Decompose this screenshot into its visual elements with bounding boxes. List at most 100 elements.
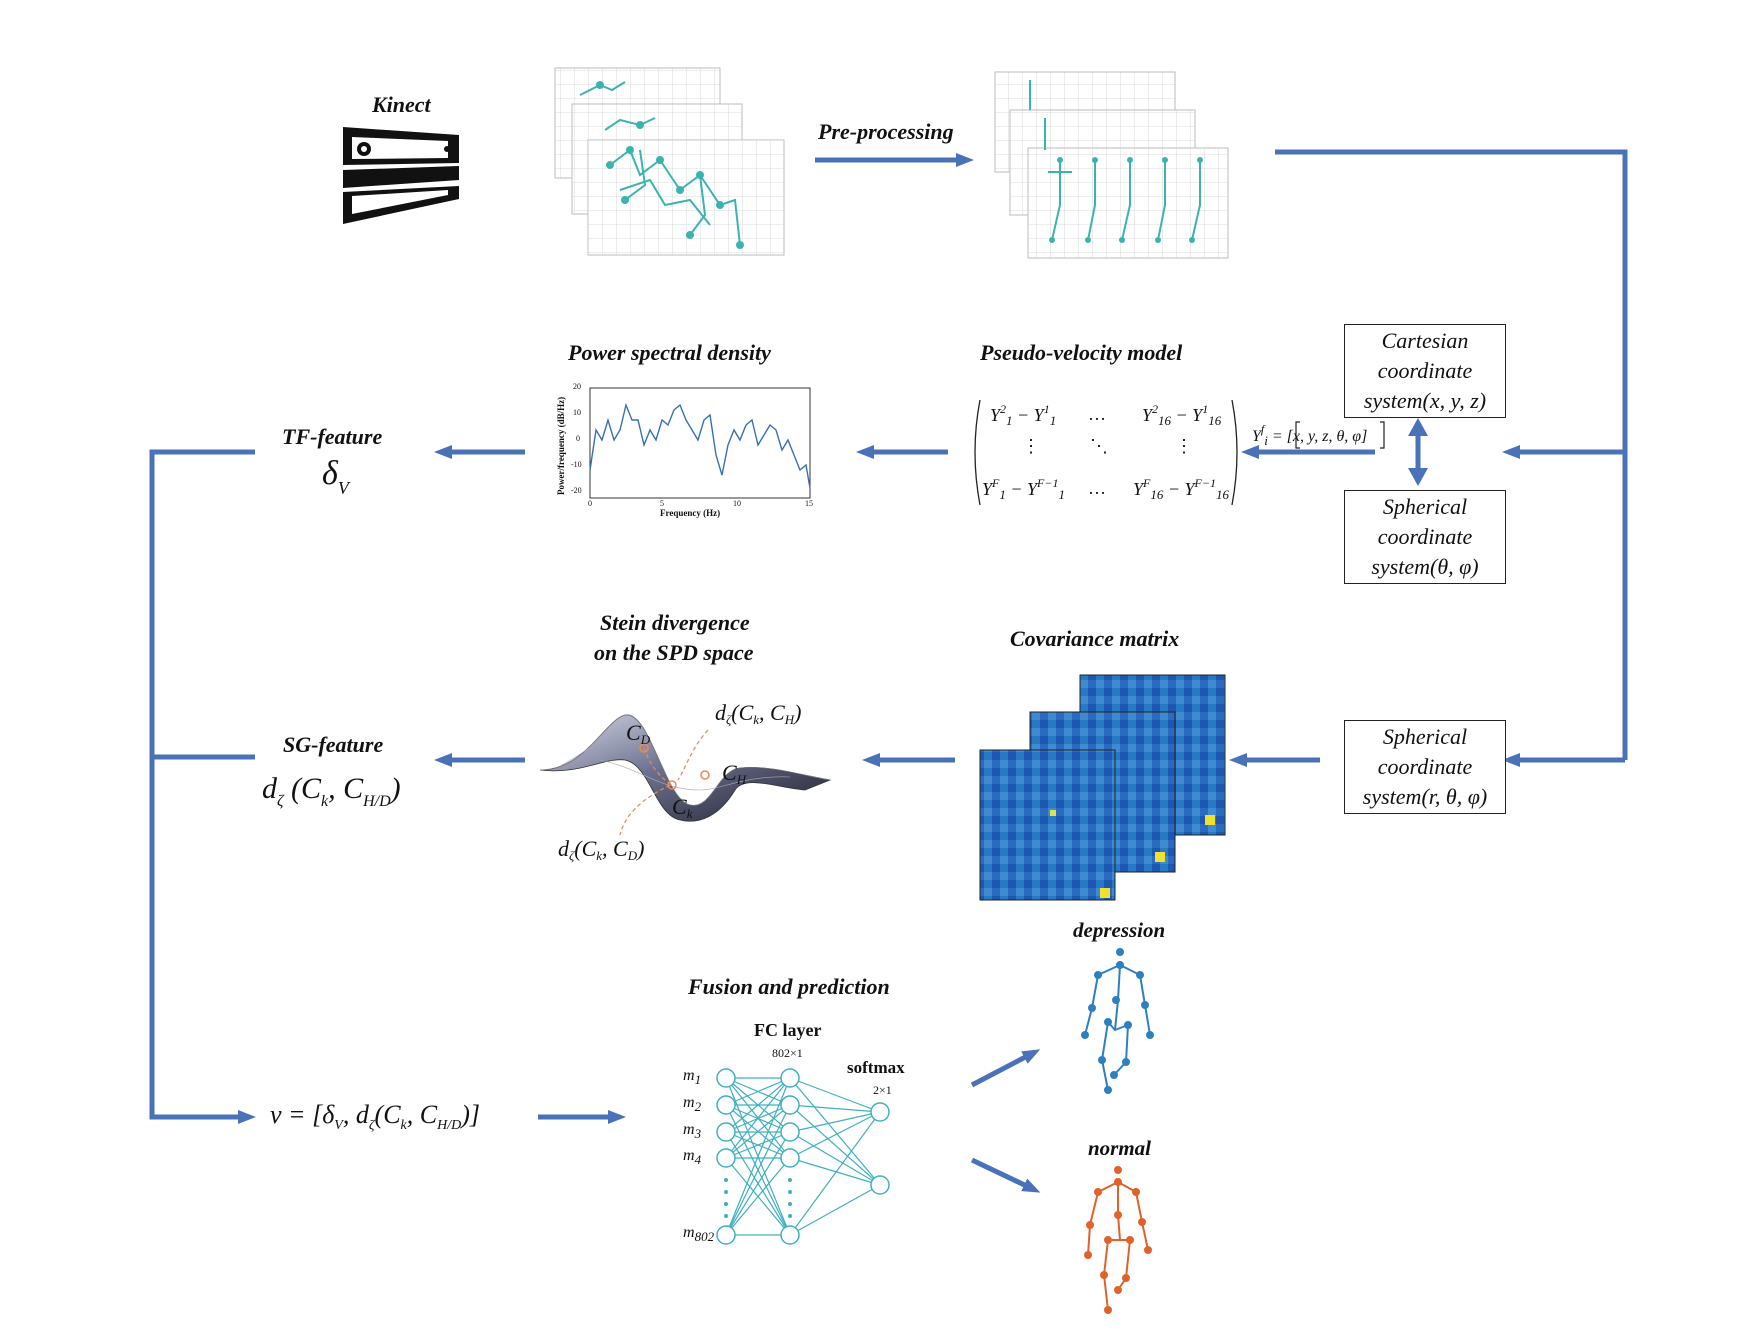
psd-ytick: 0 — [576, 434, 580, 443]
yif-definition: Yfi = [x, y, z, θ, φ] — [1252, 422, 1368, 448]
network-edge — [725, 1104, 791, 1159]
ellipsis-dot — [724, 1214, 728, 1218]
network-edge — [789, 1111, 881, 1133]
spherical-angles-box: Spherical coordinate system(θ, φ) — [1344, 490, 1506, 584]
network-edge — [725, 1077, 791, 1159]
raw-skeleton-plots — [554, 67, 785, 256]
depression-label: depression — [1073, 918, 1166, 942]
network-edge — [789, 1131, 881, 1186]
ellipsis-dot — [788, 1178, 792, 1182]
ellipsis-dot — [724, 1202, 728, 1206]
network-edge — [789, 1104, 881, 1186]
input-label: m3 — [683, 1121, 702, 1141]
psd-ytick: 20 — [573, 382, 581, 391]
yif-bracket — [1295, 421, 1385, 449]
ellipsis-dot — [788, 1214, 792, 1218]
spherical-box-line: coordinate — [1377, 524, 1473, 549]
spherical-box-line: Spherical — [1382, 494, 1468, 519]
network-nodes — [716, 1068, 890, 1245]
ellipsis-dot — [788, 1190, 792, 1194]
dist-ck-ch-label: dζ(Ck, CH) — [715, 700, 802, 727]
ellipsis-dot — [788, 1202, 792, 1206]
hidden-node — [780, 1225, 800, 1245]
sg-feature-expression: dζ (Ck, CH/D) — [262, 772, 401, 810]
kinect-title: Kinect — [372, 92, 431, 117]
network-edge — [725, 1077, 791, 1133]
input-label: m2 — [683, 1094, 702, 1114]
hidden-node — [780, 1122, 800, 1142]
depression-skeleton — [1081, 948, 1154, 1094]
network-edge — [789, 1111, 881, 1236]
psd-xtick: 5 — [660, 499, 664, 508]
fc-layer-size: 802×1 — [772, 1046, 803, 1060]
network-edge — [725, 1077, 791, 1106]
softmax-size: 2×1 — [873, 1083, 892, 1097]
matrix-ddots: ⋱ — [1090, 436, 1108, 456]
cartesian-box-line: system(x, y, z) — [1363, 388, 1487, 413]
covariance-title: Covariance matrix — [1010, 626, 1180, 651]
input-node — [716, 1095, 736, 1115]
network-edge — [789, 1157, 881, 1186]
fusion-vector: ν = [δV, dζ(Ck, CH/D)] — [270, 1100, 480, 1133]
input-node — [716, 1122, 736, 1142]
psd-line — [589, 402, 811, 489]
matrix-vdots-2: ⋮ — [1175, 436, 1193, 456]
hidden-node — [780, 1068, 800, 1088]
cartesian-box: Cartesian coordinate system(x, y, z) — [1344, 324, 1506, 418]
sg-feature-title: SG-feature — [283, 732, 384, 757]
network-edge — [725, 1157, 791, 1236]
psd-ytick: -10 — [571, 460, 582, 469]
network-edge — [789, 1104, 881, 1113]
softmax-title: softmax — [847, 1058, 905, 1077]
cartesian-box-line: Cartesian — [1381, 328, 1469, 353]
network-edge — [789, 1111, 881, 1159]
delta-v-symbol: δV — [322, 455, 349, 498]
spherical-box-line: Spherical — [1382, 724, 1468, 749]
psd-xtick: 0 — [588, 499, 592, 508]
output-node — [870, 1102, 890, 1122]
psd-ytick: -20 — [571, 486, 582, 495]
normal-skeleton — [1084, 1166, 1152, 1314]
ch-label: CH — [722, 760, 747, 787]
kinect-sensor-icon — [343, 127, 459, 224]
stein-title-line2: on the SPD space — [594, 640, 754, 665]
pseudo-velocity-title: Pseudo-velocity model — [980, 340, 1183, 365]
input-node — [716, 1148, 736, 1168]
psd-chart — [589, 387, 811, 499]
matrix-cell-f-16: YF16 − YF−116 — [1133, 476, 1229, 502]
network-edge — [725, 1131, 791, 1159]
ck-label: Ck — [672, 794, 693, 821]
matrix-hdots-1: … — [1088, 404, 1106, 424]
stein-title-line1: Stein divergence — [600, 610, 750, 635]
output-node — [870, 1175, 890, 1195]
ellipsis-dot — [724, 1178, 728, 1182]
preprocessed-skeleton-plots — [994, 71, 1229, 259]
network-edge — [725, 1104, 791, 1236]
cd-label: CD — [626, 720, 651, 747]
preprocessing-title: Pre-processing — [818, 119, 954, 144]
fc-layer-title: FC layer — [754, 1020, 822, 1040]
spherical-full-box: Spherical coordinate system(r, θ, φ) — [1344, 720, 1506, 814]
input-label: m802 — [683, 1224, 715, 1244]
spherical-box-line: coordinate — [1377, 754, 1473, 779]
input-label: m4 — [683, 1147, 702, 1167]
input-label: m1 — [683, 1067, 702, 1087]
input-node — [716, 1225, 736, 1245]
spd-surface — [539, 714, 832, 836]
neural-network — [725, 1077, 881, 1236]
matrix-hdots-2: … — [1088, 478, 1106, 498]
matrix-cell-1-16: Y216 − Y116 — [1142, 402, 1222, 428]
network-edge — [725, 1077, 791, 1236]
dist-ck-cd-label: dζ(Ck, CD) — [558, 836, 645, 863]
network-edge — [789, 1077, 881, 1186]
tf-feature-title: TF-feature — [282, 424, 383, 449]
psd-xlabel: Frequency (Hz) — [660, 508, 721, 518]
matrix-cell-f-1: YF1 − YF−11 — [982, 476, 1065, 502]
psd-xtick: 10 — [733, 499, 741, 508]
hidden-node — [780, 1095, 800, 1115]
normal-label: normal — [1088, 1136, 1152, 1160]
matrix-brackets — [974, 399, 1238, 506]
network-edge — [789, 1184, 881, 1236]
covariance-heatmaps — [979, 674, 1226, 901]
